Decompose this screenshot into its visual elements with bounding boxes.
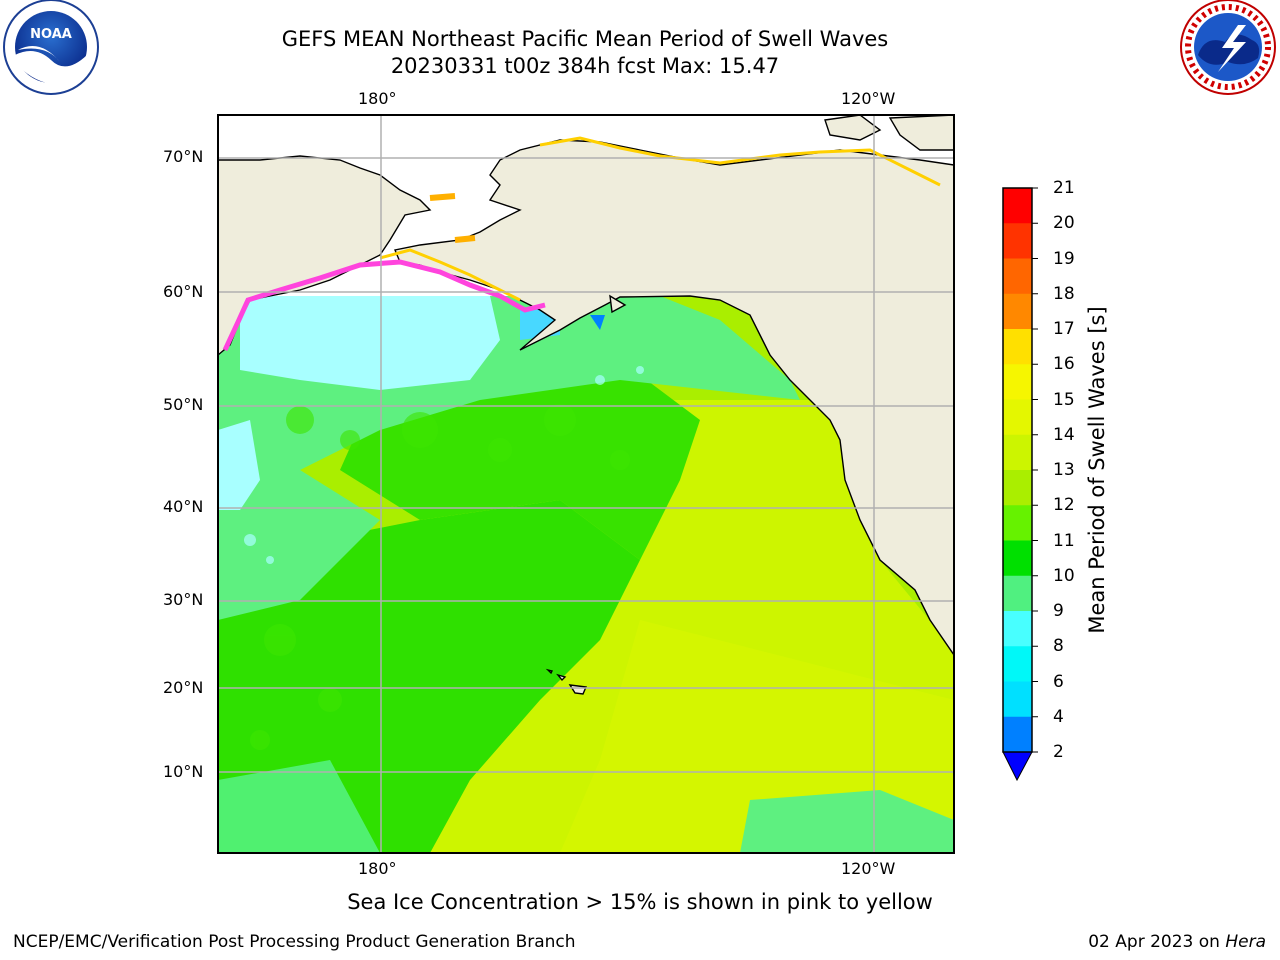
colorbar-segment xyxy=(1003,364,1032,400)
noaa-logo: NOAA xyxy=(3,0,99,95)
colorbar-segment xyxy=(1003,575,1032,612)
lon-tick-bottom-180: 180° xyxy=(358,859,397,878)
colorbar-segment xyxy=(1003,434,1032,471)
map-title: GEFS MEAN Northeast Pacific Mean Period … xyxy=(281,27,889,51)
colorbar-segment xyxy=(1003,293,1032,330)
colorbar-tick-label: 17 xyxy=(1053,319,1075,339)
footer-credit: NCEP/EMC/Verification Post Processing Pr… xyxy=(13,932,576,952)
colorbar-tick-label: 15 xyxy=(1053,389,1075,410)
colorbar-segment xyxy=(1003,399,1032,436)
graticule xyxy=(218,115,954,853)
colorbar-segment xyxy=(1003,646,1032,682)
lat-tick-30n: 30°N xyxy=(163,590,204,609)
colorbar-label: Mean Period of Swell Waves [s] xyxy=(1085,306,1109,634)
lat-tick-40n: 40°N xyxy=(163,497,204,516)
swell-period-field xyxy=(218,296,954,853)
colorbar-tick-label: 10 xyxy=(1053,565,1075,586)
colorbar xyxy=(1002,187,1038,782)
colorbar-tick-label: 13 xyxy=(1053,460,1075,480)
colorbar-segment xyxy=(1003,540,1032,577)
colorbar-tick-label: 8 xyxy=(1053,636,1064,657)
colorbar-segment xyxy=(1003,329,1032,365)
sea-ice-caption: Sea Ice Concentration > 15% is shown in … xyxy=(347,890,933,914)
colorbar-segment xyxy=(1003,188,1032,224)
map-area xyxy=(218,115,954,853)
colorbar-segment xyxy=(1003,223,1032,259)
sea-ice-edge xyxy=(222,136,941,352)
footer-date-text: 02 Apr 2023 on xyxy=(1088,932,1226,952)
footer-date: 02 Apr 2023 on Hera xyxy=(1088,932,1266,952)
colorbar-tick-label: 12 xyxy=(1053,495,1075,516)
colorbar-extend-triangle xyxy=(1002,751,1033,782)
colorbar-tick-label: 19 xyxy=(1053,248,1075,269)
noaa-logo-text: NOAA xyxy=(30,27,72,42)
map-subtitle: 20230331 t00z 384h fcst Max: 15.47 xyxy=(390,54,780,78)
colorbar-segment xyxy=(1003,470,1032,506)
colorbar-segment xyxy=(1003,258,1032,295)
lat-tick-20n: 20°N xyxy=(163,678,204,697)
colorbar-tick-label: 6 xyxy=(1053,671,1064,692)
lon-tick-top-180: 180° xyxy=(358,89,397,108)
landmass xyxy=(218,115,954,695)
lat-tick-10n: 10°N xyxy=(163,762,204,781)
colorbar-tick-label: 2 xyxy=(1053,742,1064,762)
colorbar-tick-label: 18 xyxy=(1053,283,1075,304)
colorbar-segment xyxy=(1003,681,1032,718)
colorbar-segment xyxy=(1003,611,1032,647)
colorbar-tick-label: 16 xyxy=(1053,354,1075,375)
colorbar-tick-label: 11 xyxy=(1053,530,1075,551)
map-frame xyxy=(217,114,955,854)
colorbar-tick-label: 20 xyxy=(1053,213,1075,234)
colorbar-tick-label: 21 xyxy=(1053,178,1075,198)
lat-tick-60n: 60°N xyxy=(163,282,204,301)
footer-machine: Hera xyxy=(1225,932,1266,952)
colorbar-tick-label: 9 xyxy=(1053,601,1064,621)
lat-tick-70n: 70°N xyxy=(163,147,204,166)
lon-tick-top-120w: 120°W xyxy=(841,89,896,108)
colorbar-segment xyxy=(1003,716,1032,753)
colorbar-segment xyxy=(1003,505,1032,541)
lon-tick-bottom-120w: 120°W xyxy=(841,859,896,878)
lat-tick-50n: 50°N xyxy=(163,395,204,414)
colorbar-tick-label: 4 xyxy=(1053,706,1064,727)
colorbar-tick-label: 14 xyxy=(1053,424,1075,445)
nws-logo xyxy=(1180,0,1276,95)
